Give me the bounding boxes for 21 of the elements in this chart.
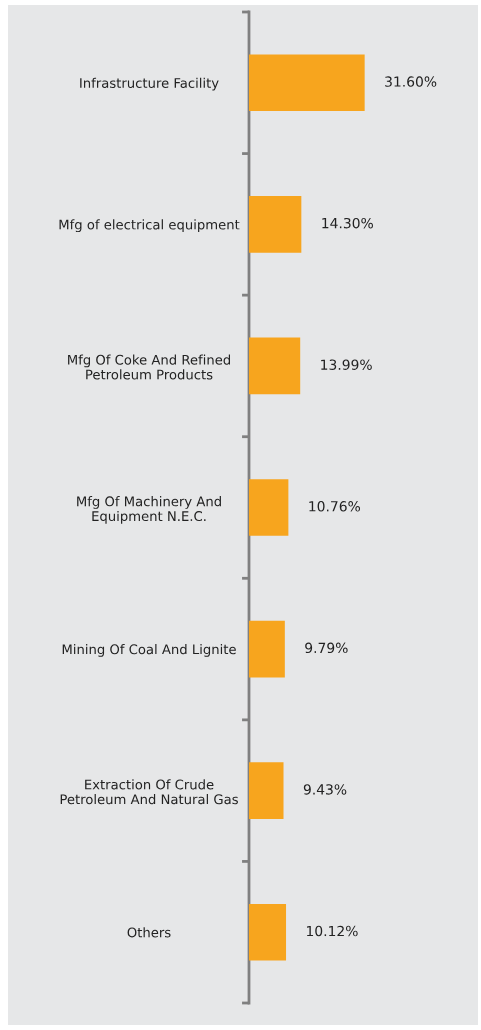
y-tick-label: Extraction Of Crude Petroleum And Natural Gas [60,779,238,805]
data-label: 10.76% [309,501,361,512]
data-label: 31.60% [385,76,437,87]
data-label: 9.79% [305,642,348,654]
bar [249,196,302,253]
data-label: 14.30% [322,217,373,229]
y-tick-label: Mining Of Coal And Lignite [62,644,236,657]
y-tick-label: Mfg of electrical equipment [59,219,240,233]
y-tick-label: Mfg Of Coke And Refined Petroleum Products [68,354,230,380]
bar [249,479,289,536]
y-tick-label: Others [127,927,171,938]
bar [249,337,301,395]
bar [249,620,285,678]
data-label: 13.99% [321,359,372,370]
data-label: 9.43% [303,784,347,795]
y-tick-label: Infrastructure Facility [80,77,219,91]
y-tick-label: Mfg Of Machinery And Equipment N.E.C. [77,496,221,524]
bar [249,762,284,819]
bar [249,54,365,112]
data-label: 10.12% [307,925,358,937]
bar [249,903,287,961]
